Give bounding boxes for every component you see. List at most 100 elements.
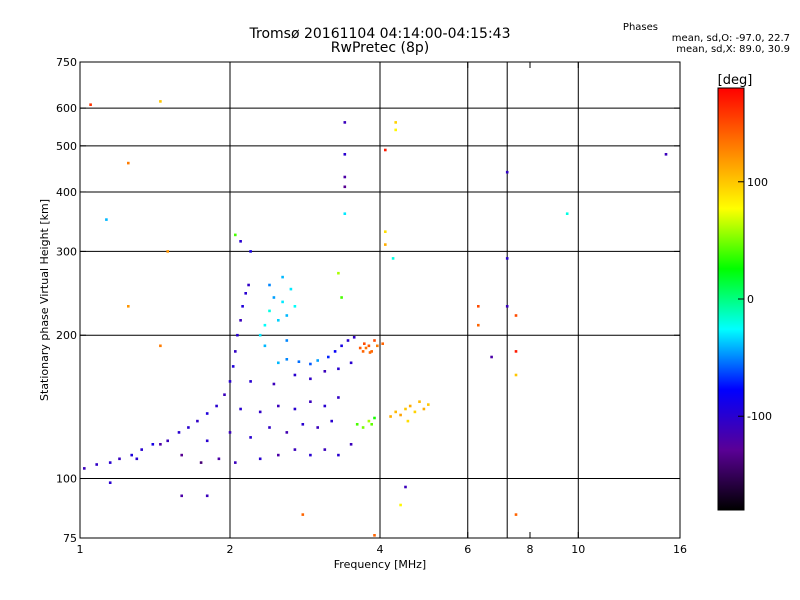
data-point — [352, 336, 356, 339]
data-point — [343, 121, 347, 124]
data-point — [239, 407, 242, 411]
y-tick-label: 200 — [56, 329, 77, 342]
data-point — [309, 453, 312, 457]
data-point — [373, 339, 376, 342]
data-point — [199, 461, 203, 464]
data-point — [268, 426, 271, 429]
data-point — [404, 485, 407, 489]
data-point — [258, 333, 262, 337]
data-point — [316, 359, 319, 362]
data-point — [404, 407, 407, 411]
data-point — [89, 103, 92, 106]
data-point — [263, 323, 267, 327]
data-point — [127, 161, 130, 165]
data-point — [664, 153, 668, 156]
data-point — [159, 100, 162, 103]
data-point — [159, 344, 162, 348]
colorbar-tick-label: -100 — [747, 410, 772, 423]
data-point — [361, 350, 365, 353]
data-point — [108, 481, 112, 484]
data-point — [241, 305, 244, 308]
x-tick-label: 6 — [464, 543, 471, 556]
x-tick-label: 10 — [571, 543, 585, 556]
data-point — [234, 350, 237, 353]
data-point — [236, 333, 239, 337]
data-point — [370, 350, 373, 353]
phases-stats-x: mean, sd,X: 89.0, 30.9 — [676, 44, 790, 55]
data-point — [258, 457, 262, 461]
data-point — [427, 403, 430, 406]
data-point — [285, 358, 289, 361]
data-point — [249, 380, 252, 383]
data-point — [285, 431, 289, 434]
y-axis-label: Stationary phase Virtual Height [km] — [38, 199, 51, 401]
data-point — [384, 230, 387, 233]
chart-subtitle: RwPretec (8p) — [330, 40, 430, 56]
data-point — [293, 373, 297, 377]
data-point — [217, 457, 221, 461]
data-point — [384, 148, 387, 152]
plot-area: 1 2 4 6 8 10 16 75 100 200 300 400 500 600 750 Freque… — [38, 56, 687, 571]
colorbar-label: [deg] — [718, 73, 753, 88]
data-point — [370, 423, 373, 426]
x-tick-label: 4 — [377, 543, 384, 556]
colorbar-ticks: 100 0 -100 — [738, 176, 772, 423]
data-point — [127, 305, 130, 308]
data-point — [293, 407, 297, 411]
data-point — [180, 453, 183, 457]
y-tick-label: 750 — [56, 56, 77, 69]
colorbar-tick-label: 0 — [747, 293, 754, 306]
data-point — [399, 413, 402, 417]
data-point — [337, 396, 340, 399]
data-point — [422, 407, 426, 411]
data-point — [223, 393, 226, 396]
x-tick-label: 8 — [527, 543, 534, 556]
data-point — [268, 283, 271, 287]
data-point — [258, 410, 262, 414]
data-point — [505, 305, 509, 308]
data-point — [340, 344, 343, 348]
data-point — [277, 319, 280, 322]
data-point — [177, 431, 181, 434]
data-point — [376, 344, 379, 348]
data-point — [323, 448, 327, 451]
data-point — [394, 410, 397, 414]
y-tick-label: 300 — [56, 245, 77, 258]
data-point — [83, 467, 86, 470]
data-point — [309, 377, 312, 381]
data-point — [135, 457, 139, 461]
x-axis-ticks: 1 2 4 6 8 10 16 — [77, 62, 687, 556]
data-point — [159, 443, 162, 446]
data-point — [281, 275, 284, 279]
data-point — [205, 412, 209, 415]
data-point — [490, 355, 493, 359]
data-point — [399, 503, 402, 507]
data-point — [514, 350, 518, 353]
phases-stats-o: mean, sd,O: -97.0, 22.7 — [671, 33, 790, 44]
data-point — [285, 314, 289, 317]
data-point — [394, 121, 397, 124]
data-point — [272, 296, 276, 299]
data-point — [228, 431, 232, 434]
data-point — [301, 513, 305, 516]
data-point — [514, 513, 518, 516]
data-point — [340, 296, 343, 299]
data-point — [309, 362, 312, 366]
data-point — [349, 443, 353, 446]
y-axis-ticks: 75 100 200 300 400 500 600 750 — [56, 56, 680, 545]
data-point — [293, 448, 297, 451]
data-point — [418, 400, 421, 403]
colorbar: [deg] 100 0 -100 — [717, 73, 772, 511]
data-point — [368, 351, 372, 354]
data-point — [389, 415, 392, 418]
data-point — [330, 419, 333, 423]
data-point — [180, 494, 183, 498]
data-point — [285, 339, 289, 342]
x-tick-label: 2 — [227, 543, 234, 556]
data-point — [477, 305, 480, 308]
data-point — [105, 218, 108, 221]
data-point — [268, 309, 271, 313]
data-point — [263, 344, 267, 348]
data-point — [514, 314, 518, 317]
